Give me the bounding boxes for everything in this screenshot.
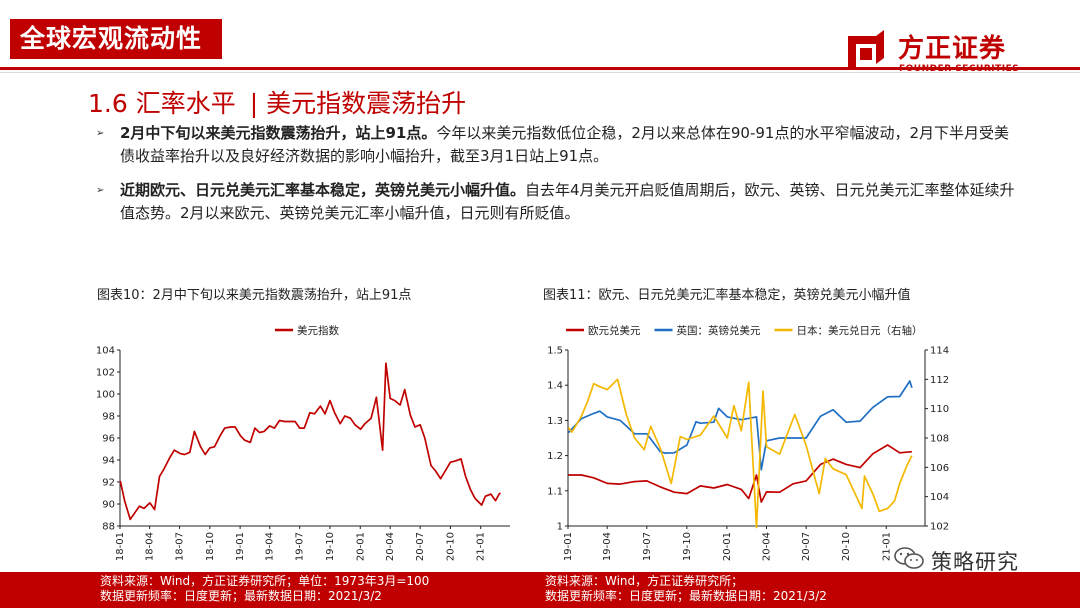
x-tick-label: 18-10 — [205, 532, 216, 561]
bullet-text: 自去年4月美元开启贬值周期后，欧元、英镑、日元兑美元汇率整体延续升值态势。2月以… — [120, 181, 1015, 222]
legend-label: 美元指数 — [297, 324, 339, 337]
y-tick-label-right: 112 — [930, 375, 949, 386]
chart-right-title: 图表11：欧元、日元兑美元汇率基本稳定，英镑兑美元小幅升值 — [543, 288, 911, 303]
x-tick-label: 19-04 — [265, 532, 276, 561]
chart-left-source: 资料来源：Wind，方正证券研究所；单位：1973年3月=100 数据更新频率：… — [100, 574, 429, 604]
x-tick-label: 20-04 — [762, 532, 773, 561]
x-tick-label: 19-01 — [235, 532, 246, 561]
bullet-item: ➢ 2月中下旬以来美元指数震荡抬升，站上91点。今年以来美元指数低位企稳，2月以… — [96, 122, 1016, 168]
section-number: 1.6 汇率水平 — [88, 89, 236, 118]
fx-rates-chart: 1 1.1 1.2 1.3 1.4 1.5 102 104 106 108 110 112 114 19-… — [547, 324, 949, 561]
y-tick-label-right: 114 — [930, 346, 949, 357]
x-tick-label: 18-04 — [145, 532, 156, 561]
usd-index-chart: 88 90 92 94 96 98 100 102 104 18-01 18-04 18-07 18-1… — [96, 324, 510, 561]
founder-logo-icon — [848, 30, 884, 68]
chart-right-source: 资料来源：Wind，方正证券研究所； 数据更新频率：日度更新；最新数据日期：20… — [545, 574, 827, 604]
x-tick-label: 19-04 — [602, 532, 613, 561]
series-line — [119, 362, 502, 521]
bullet-item: ➢ 近期欧元、日元兑美元汇率基本稳定，英镑兑美元小幅升值。自去年4月美元开启贬值… — [96, 179, 1016, 225]
chart-right-source-line1: 资料来源：Wind，方正证券研究所； — [545, 574, 744, 588]
y-tick-label-right: 110 — [930, 404, 949, 415]
y-tick-label: 1.1 — [547, 486, 563, 497]
x-tick-label: 19-07 — [642, 532, 653, 561]
y-tick-label: 92 — [102, 478, 115, 489]
x-tick-label: 18-01 — [115, 532, 126, 561]
y-tick-label: 1.5 — [547, 346, 563, 357]
footer-band — [0, 572, 1080, 608]
y-tick-label: 102 — [96, 368, 115, 379]
legend-label: 欧元兑美元 — [588, 324, 641, 337]
y-tick-label: 1.3 — [547, 416, 563, 427]
x-tick-label: 19-01 — [563, 532, 574, 561]
top-divider — [0, 67, 1080, 70]
x-tick-label: 19-10 — [325, 532, 336, 561]
section-subtitle: 美元指数震荡抬升 — [266, 89, 467, 118]
chart-right-source-line2: 数据更新频率：日度更新；最新数据日期：2021/3/2 — [545, 589, 827, 603]
y-tick-label: 90 — [102, 500, 115, 511]
x-tick-label: 20-10 — [445, 532, 456, 561]
y-tick-label-right: 104 — [930, 492, 949, 503]
y-tick-label: 100 — [96, 390, 115, 401]
x-tick-label: 21-01 — [881, 532, 892, 561]
y-tick-label-right: 106 — [930, 463, 949, 474]
y-tick-label: 1.2 — [547, 451, 563, 462]
y-tick-label: 1.4 — [547, 381, 563, 392]
x-tick-label: 19-10 — [682, 532, 693, 561]
y-tick-label-right: 108 — [930, 434, 949, 445]
section-title: 1.6 汇率水平 | 美元指数震荡抬升 — [88, 84, 466, 120]
bullet-bold: 近期欧元、日元兑美元汇率基本稳定，英镑兑美元小幅升值。 — [120, 181, 526, 199]
y-tick-label: 104 — [96, 346, 115, 357]
x-tick-label: 20-10 — [841, 532, 852, 561]
bullet-bold: 2月中下旬以来美元指数震荡抬升，站上91点。 — [120, 124, 437, 142]
company-name: 方正证券 — [898, 34, 1007, 64]
legend-label: 日本：美元兑日元（右轴） — [797, 324, 923, 337]
series-line — [567, 380, 913, 471]
x-tick-label: 21-01 — [476, 532, 487, 561]
x-tick-label: 19-07 — [295, 532, 306, 561]
wechat-icon — [894, 547, 924, 569]
y-tick-label: 98 — [102, 412, 115, 423]
bullet-text: 今年以来美元指数低位企稳，2月以来总体在90-91点的水平窄幅波动，2月下半月受… — [120, 124, 1010, 165]
legend-label: 英国：英镑兑美元 — [677, 324, 761, 337]
company-name-en: FOUNDER SECURITIES — [899, 64, 1020, 74]
chart-left-source-line1: 资料来源：Wind，方正证券研究所；单位：1973年3月=100 — [100, 574, 430, 588]
series-line — [568, 444, 912, 503]
y-tick-label-right: 102 — [930, 522, 949, 533]
top-bar: 全球宏观流动性 方正证券 FOUNDER SECURITIES — [0, 0, 1080, 74]
bullet-list: ➢ 2月中下旬以来美元指数震荡抬升，站上91点。今年以来美元指数低位企稳，2月以… — [96, 122, 1016, 236]
series-line — [567, 378, 913, 529]
chart-left-title: 图表10：2月中下旬以来美元指数震荡抬升，站上91点 — [97, 288, 412, 303]
x-tick-label: 20-07 — [801, 532, 812, 561]
top-divider-gray — [0, 72, 1080, 73]
section-tag: 全球宏观流动性 — [10, 19, 222, 59]
x-tick-label: 20-01 — [355, 532, 366, 561]
y-tick-label: 1 — [557, 522, 563, 533]
y-tick-label: 88 — [102, 522, 115, 533]
y-tick-label: 94 — [102, 456, 115, 467]
bullet-arrow-icon: ➢ — [96, 128, 105, 139]
x-tick-label: 20-07 — [415, 532, 426, 561]
section-separator: | — [249, 89, 259, 118]
x-tick-label: 20-01 — [722, 532, 733, 561]
bullet-arrow-icon: ➢ — [96, 185, 105, 196]
x-tick-label: 18-07 — [175, 532, 186, 561]
x-tick-label: 20-04 — [385, 532, 396, 561]
watermark-text: 策略研究 — [931, 550, 1019, 574]
y-tick-label: 96 — [102, 434, 115, 445]
chart-left-source-line2: 数据更新频率：日度更新；最新数据日期：2021/3/2 — [100, 589, 382, 603]
